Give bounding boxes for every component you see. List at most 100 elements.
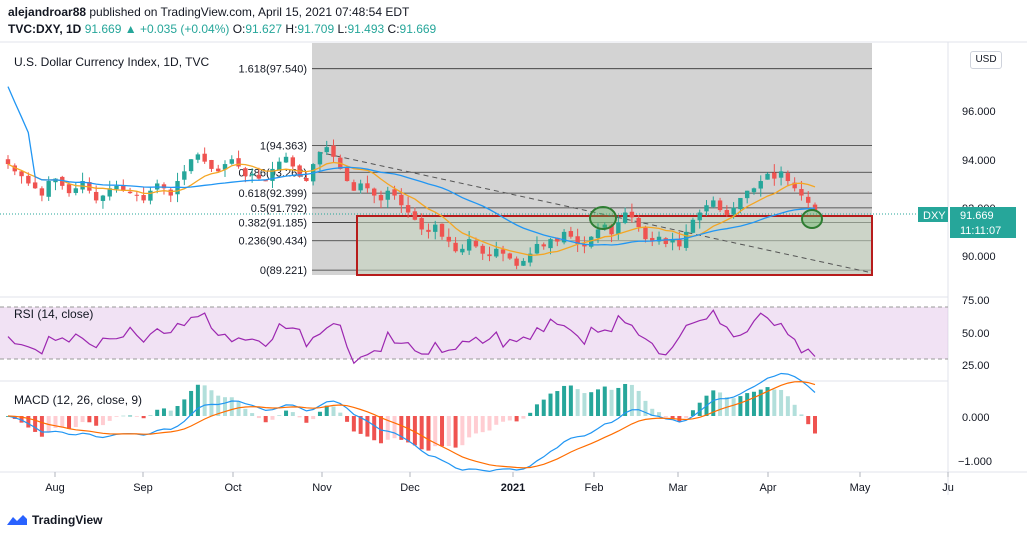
macd-histogram-bar: [643, 400, 648, 416]
fib-level-label: 0.5(91.792): [251, 203, 307, 215]
highlight-circle-apr: [801, 209, 823, 229]
time-axis-label: Apr: [759, 482, 776, 494]
macd-histogram-bar: [602, 386, 607, 416]
macd-histogram-bar: [684, 416, 689, 418]
candle-body: [772, 172, 777, 179]
macd-tick-label: −1.000: [958, 456, 992, 468]
macd-histogram-bar: [67, 416, 72, 429]
macd-histogram-bar: [440, 416, 445, 447]
ohlc-line: TVC:DXY, 1D 91.669 ▲ +0.035 (+0.04%) O:9…: [8, 22, 436, 36]
macd-histogram-bar: [453, 416, 458, 448]
macd-histogram-bar: [80, 416, 85, 423]
candle-body: [582, 244, 587, 247]
macd-histogram-bar: [94, 416, 99, 426]
candle-body: [39, 188, 45, 196]
symbol-label: TVC:DXY, 1D: [8, 22, 82, 36]
macd-histogram-bar: [141, 416, 146, 419]
candle-body: [256, 174, 262, 179]
fib-level-label: 1(94.363): [260, 141, 307, 153]
candle-body: [724, 210, 730, 215]
candle-body: [663, 238, 669, 244]
macd-histogram-bar: [345, 416, 350, 422]
macd-histogram-bar: [317, 411, 322, 416]
candle-body: [317, 151, 323, 165]
candle-body: [236, 158, 241, 167]
last-price: 91.669: [84, 22, 122, 36]
candle-body: [331, 145, 336, 157]
candle-body: [60, 176, 65, 186]
macd-histogram-bar: [121, 415, 126, 417]
candle-body: [792, 182, 797, 189]
macd-histogram-bar: [399, 416, 404, 440]
candle-body: [527, 253, 533, 263]
low-value: 91.493: [347, 22, 385, 36]
candle-body: [711, 200, 716, 207]
macd-histogram-bar: [562, 385, 567, 416]
currency-button[interactable]: USD: [970, 51, 1002, 69]
candle-body: [616, 222, 621, 234]
candle-body: [704, 205, 709, 212]
candle-body: [561, 231, 567, 243]
publisher-name[interactable]: alejandroar88: [8, 5, 87, 19]
macd-histogram-bar: [358, 416, 363, 434]
candle-body: [161, 184, 167, 189]
candle-body: [751, 188, 757, 193]
time-axis-label: May: [850, 482, 871, 494]
candle-body: [697, 212, 702, 221]
macd-histogram-bar: [595, 389, 600, 416]
candle-body: [799, 189, 804, 196]
macd-histogram-bar: [731, 398, 736, 416]
candle-body: [589, 236, 594, 247]
macd-histogram-bar: [534, 404, 539, 416]
candle-body: [473, 240, 479, 247]
price-tag-symbol: DXY: [923, 210, 946, 222]
macd-histogram-bar: [711, 390, 716, 416]
candle-body: [785, 173, 791, 182]
macd-histogram-bar: [297, 416, 302, 418]
candle-body: [690, 219, 696, 233]
macd-histogram-bar: [134, 416, 139, 417]
macd-histogram-bar: [277, 415, 282, 417]
candle-body: [480, 245, 485, 254]
macd-histogram-bar: [19, 416, 24, 423]
macd-axis: 0.000 −1.000: [958, 412, 992, 468]
candle-body: [765, 173, 770, 180]
macd-histogram-bar: [324, 405, 329, 416]
candle-body: [46, 181, 51, 197]
candle-body: [541, 244, 546, 247]
time-axis-label: Sep: [133, 482, 153, 494]
rsi-band: [0, 307, 948, 359]
time-axis: Aug Sep Oct Nov Dec 2021 Feb Mar Apr May Ju: [45, 472, 954, 494]
candle-body: [182, 171, 187, 180]
macd-histogram-bar: [338, 412, 343, 416]
macd-histogram-bar: [331, 406, 336, 416]
macd-histogram-bar: [385, 416, 390, 440]
macd-histogram-bar: [270, 416, 275, 420]
main-pane-title: U.S. Dollar Currency Index, 1D, TVC: [14, 55, 210, 69]
candle-body: [195, 154, 201, 160]
macd-histogram-bar: [589, 392, 594, 416]
candle-body: [114, 185, 119, 190]
macd-histogram-bar: [501, 416, 506, 422]
macd-histogram-bar: [745, 393, 750, 416]
macd-histogram-bar: [785, 396, 790, 416]
macd-histogram-bar: [758, 389, 763, 416]
macd-tick-label: 0.000: [962, 412, 990, 424]
macd-histogram-bar: [195, 384, 200, 416]
fib-level-label: 0.382(91.185): [239, 218, 308, 230]
tradingview-footer[interactable]: TradingView: [6, 512, 102, 528]
published-text: published on TradingView.com, April 15, …: [86, 5, 410, 19]
candle-body: [26, 175, 31, 184]
high-value: 91.709: [297, 22, 335, 36]
macd-histogram-bar: [128, 415, 133, 417]
macd-histogram-bar: [650, 408, 655, 416]
candle-body: [277, 161, 282, 171]
rsi-tick-label: 75.00: [962, 295, 990, 307]
candle-body: [656, 236, 662, 242]
candle-body: [73, 188, 79, 193]
time-axis-label: Oct: [224, 482, 241, 494]
macd-histogram-bar: [236, 401, 241, 416]
moving-average-fast: [7, 161, 816, 256]
candle-body: [738, 197, 743, 210]
